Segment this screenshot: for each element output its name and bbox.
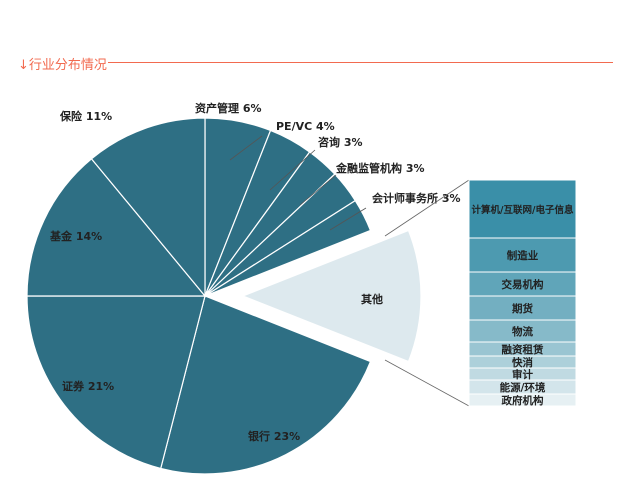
breakdown-segment — [468, 179, 577, 239]
breakdown-label: 期货 — [512, 302, 533, 315]
leader-line — [229, 135, 263, 161]
slice-label: 资产管理 6% — [195, 101, 262, 115]
connector-top — [384, 179, 470, 237]
leader-line — [299, 174, 337, 206]
breakdown-label: 能源/环境 — [500, 381, 546, 394]
section-title: ↓行业分布情况 — [18, 58, 107, 73]
breakdown-label: 制造业 — [507, 249, 539, 262]
breakdown-label: 物流 — [512, 325, 533, 338]
breakdown-label: 审计 — [512, 368, 533, 381]
slice-label: 基金 14% — [49, 229, 102, 243]
pie-slice-4 — [204, 199, 372, 297]
slice-label: 会计师事务所 3% — [372, 191, 461, 205]
slice-label: 保险 11% — [59, 109, 112, 123]
breakdown-segment — [468, 393, 577, 407]
breakdown-segment — [468, 237, 577, 273]
slice-label: 咨询 3% — [318, 135, 363, 149]
pie-slice-8 — [26, 158, 207, 297]
breakdown-label: 计算机/互联网/电子信息 — [472, 204, 574, 216]
slice-label: 其他 — [361, 292, 383, 306]
leader-line — [329, 207, 367, 231]
breakdown-segment — [468, 271, 577, 297]
breakdown-label: 快消 — [511, 356, 533, 369]
pie-slice-7 — [26, 295, 206, 470]
pie-slice-9 — [90, 117, 206, 298]
slice-label: 证券 21% — [62, 379, 114, 393]
breakdown-label: 融资租赁 — [502, 343, 544, 356]
pie-slice-6 — [160, 295, 372, 475]
pie-slice-5 — [241, 229, 422, 363]
slice-label: 银行 23% — [248, 429, 300, 443]
slice-label: PE/VC 4% — [276, 120, 335, 133]
title-divider — [108, 62, 613, 63]
breakdown-label: 交易机构 — [502, 278, 544, 291]
breakdown-label: 政府机构 — [502, 394, 544, 407]
slice-label: 金融监管机构 3% — [335, 161, 425, 175]
leader-line — [269, 149, 316, 191]
connector-bottom — [384, 359, 470, 407]
